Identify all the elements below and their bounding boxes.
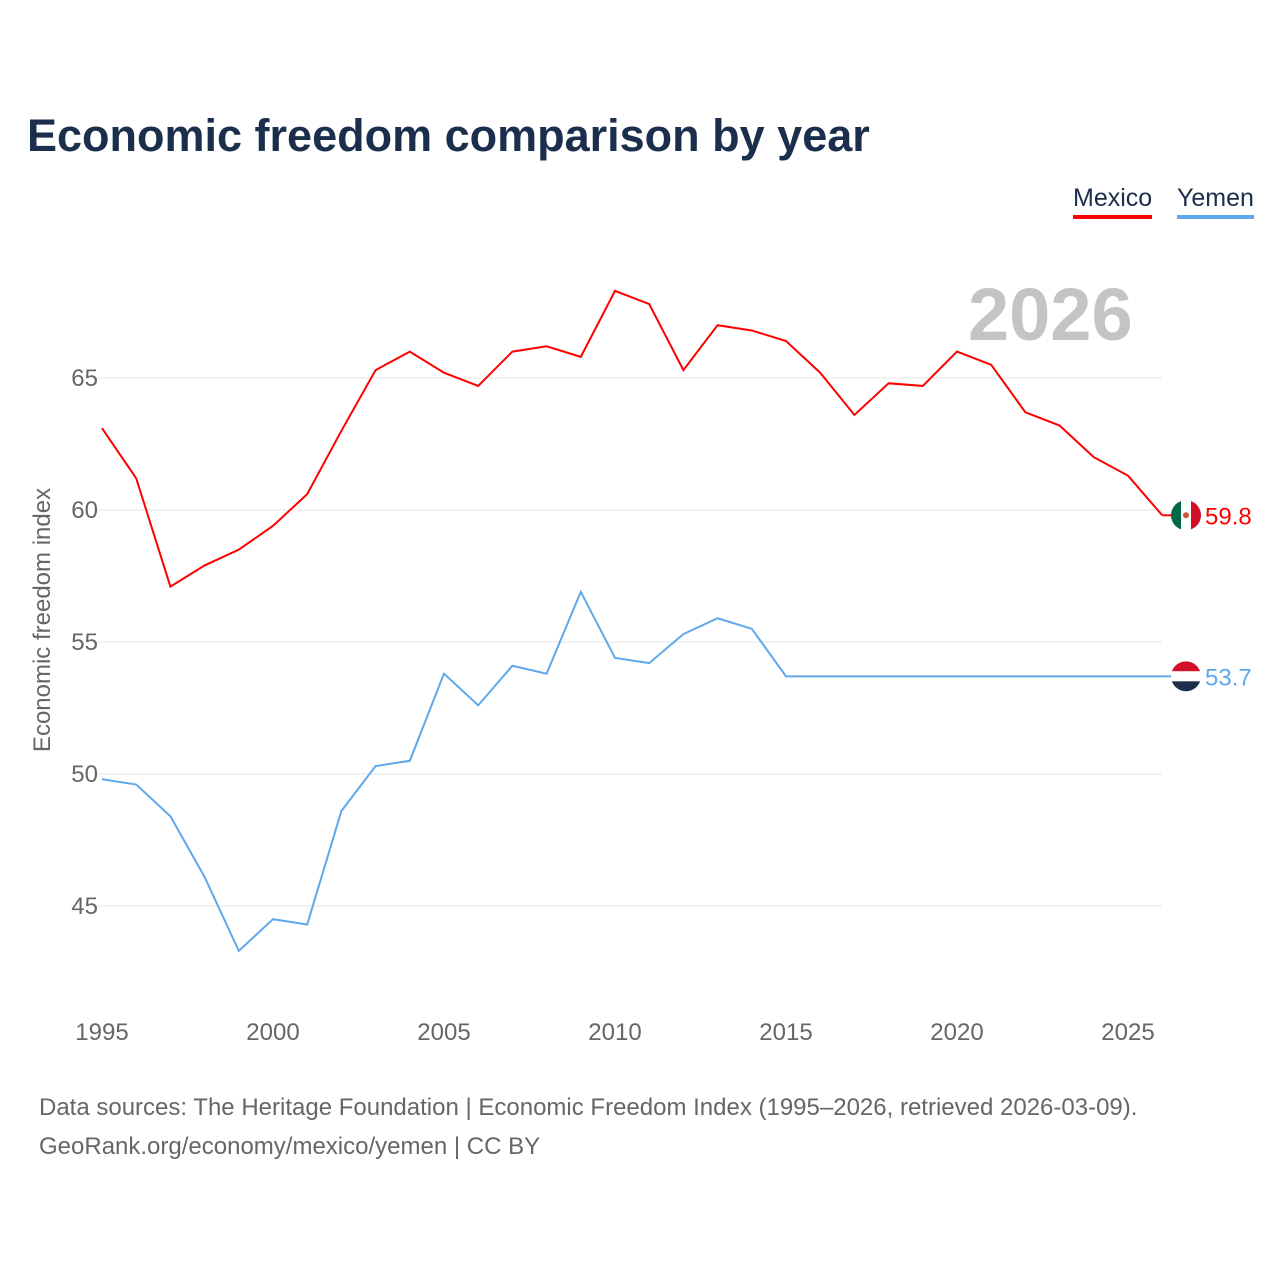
x-tick-label: 2025 bbox=[1101, 1019, 1154, 1046]
y-tick-label: 50 bbox=[71, 761, 98, 788]
y-tick-label: 60 bbox=[71, 497, 98, 524]
mexico-flag-icon bbox=[1183, 512, 1189, 519]
y-tick-label: 65 bbox=[71, 365, 98, 392]
y-tick-label: 45 bbox=[71, 893, 98, 920]
x-tick-label: 2010 bbox=[588, 1019, 641, 1046]
chart-title: Economic freedom comparison by year bbox=[27, 110, 870, 161]
x-tick-label: 1995 bbox=[75, 1019, 128, 1046]
source-line-1: Data sources: The Heritage Foundation | … bbox=[39, 1094, 1138, 1121]
x-tick-label: 2005 bbox=[417, 1019, 470, 1046]
x-tick-label: 2000 bbox=[246, 1019, 299, 1046]
year-label: 2026 bbox=[968, 273, 1133, 356]
legend-mexico[interactable]: Mexico bbox=[1073, 184, 1153, 219]
source-note: Data sources: The Heritage Foundation | … bbox=[39, 1088, 1137, 1166]
yemen-flag-icon bbox=[1171, 671, 1201, 682]
x-tick-label: 2015 bbox=[759, 1019, 812, 1046]
legend-yemen[interactable]: Yemen bbox=[1177, 184, 1254, 219]
yemen-flag-icon bbox=[1171, 681, 1201, 692]
mexico-flag-icon bbox=[1191, 500, 1201, 531]
source-line-2: GeoRank.org/economy/mexico/yemen | CC BY bbox=[39, 1133, 541, 1160]
x-tick-label: 2020 bbox=[930, 1019, 983, 1046]
series-line-mexico bbox=[101, 289, 1163, 589]
end-value-label: 53.7 bbox=[1205, 664, 1252, 691]
yemen-flag-icon bbox=[1171, 661, 1201, 672]
series-line-yemen bbox=[101, 589, 1163, 953]
mexico-flag-icon bbox=[1171, 500, 1181, 531]
y-tick-label: 55 bbox=[71, 629, 98, 656]
end-value-label: 59.8 bbox=[1205, 503, 1252, 530]
y-axis-label: Economic freedom index bbox=[29, 488, 56, 752]
